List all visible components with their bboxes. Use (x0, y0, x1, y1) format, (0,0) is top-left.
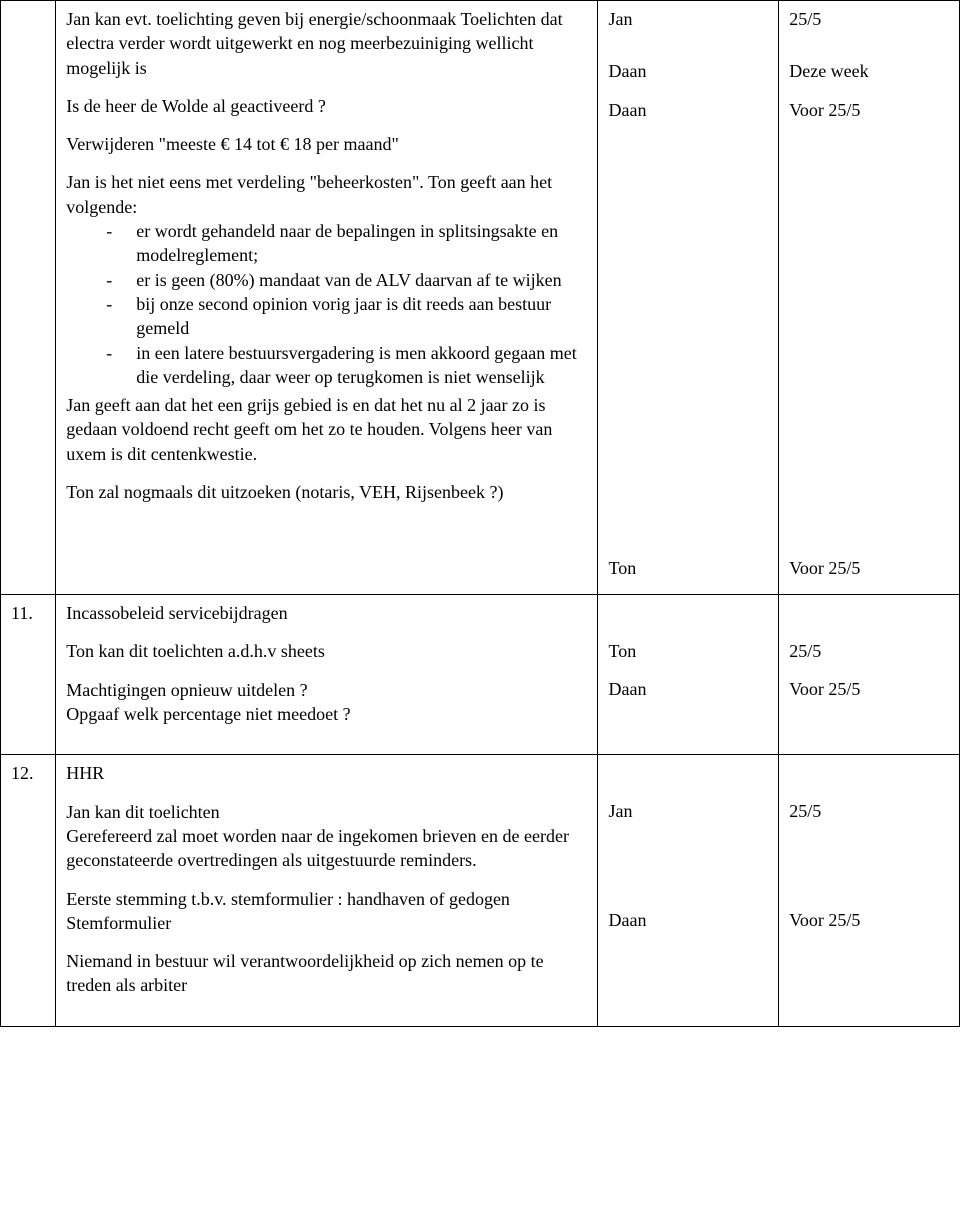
due-date: Voor 25/5 (789, 556, 949, 580)
paragraph: Jan kan dit toelichten (66, 800, 587, 824)
assignee: Ton (608, 556, 768, 580)
assignee: Ton (608, 639, 768, 663)
paragraph: Machtigingen opnieuw uitdelen ? (66, 678, 587, 702)
row-number (1, 1, 56, 595)
table-row: 12. HHR Jan kan dit toelichten Gereferee… (1, 755, 960, 1026)
row-who: Jan Daan (598, 755, 779, 1026)
paragraph: Is de heer de Wolde al geactiveerd ? (66, 94, 587, 118)
row-when: 25/5 Voor 25/5 (779, 755, 960, 1026)
assignee: Daan (608, 98, 768, 122)
paragraph: Jan geeft aan dat het een grijs gebied i… (66, 393, 587, 466)
due-date: Voor 25/5 (789, 677, 949, 701)
paragraph: Jan is het niet eens met verdeling "behe… (66, 170, 587, 219)
assignee: Daan (608, 908, 768, 932)
assignee: Jan (608, 7, 768, 31)
row-description: HHR Jan kan dit toelichten Gerefereerd z… (56, 755, 598, 1026)
bullet-list: er wordt gehandeld naar de bepalingen in… (66, 219, 587, 389)
list-item: bij onze second opinion vorig jaar is di… (106, 292, 587, 341)
due-date: 25/5 (789, 639, 949, 663)
assignee: Daan (608, 677, 768, 701)
section-title: Incassobeleid servicebijdragen (66, 601, 587, 625)
due-date: Voor 25/5 (789, 98, 949, 122)
minutes-table: Jan kan evt. toelichting geven bij energ… (0, 0, 960, 1027)
paragraph: Jan kan evt. toelichting geven bij energ… (66, 7, 587, 80)
paragraph: Eerste stemming t.b.v. stemformulier : h… (66, 887, 587, 911)
row-who: Jan Daan Daan Ton (598, 1, 779, 595)
due-date: 25/5 (789, 799, 949, 823)
assignee: Jan (608, 799, 768, 823)
row-when: 25/5 Voor 25/5 (779, 595, 960, 755)
paragraph: Ton kan dit toelichten a.d.h.v sheets (66, 639, 587, 663)
paragraph: Opgaaf welk percentage niet meedoet ? (66, 702, 587, 726)
section-title: HHR (66, 761, 587, 785)
list-item: in een latere bestuursvergadering is men… (106, 341, 587, 390)
paragraph: Stemformulier (66, 911, 587, 935)
row-number: 11. (1, 595, 56, 755)
row-number: 12. (1, 755, 56, 1026)
paragraph: Ton zal nogmaals dit uitzoeken (notaris,… (66, 480, 587, 504)
due-date: Voor 25/5 (789, 908, 949, 932)
paragraph: Verwijderen "meeste € 14 tot € 18 per ma… (66, 132, 587, 156)
row-when: 25/5 Deze week Voor 25/5 Voor 25/5 (779, 1, 960, 595)
paragraph: Gerefereerd zal moet worden naar de inge… (66, 824, 587, 873)
list-item: er is geen (80%) mandaat van de ALV daar… (106, 268, 587, 292)
row-who: Ton Daan (598, 595, 779, 755)
table-row: Jan kan evt. toelichting geven bij energ… (1, 1, 960, 595)
row-description: Incassobeleid servicebijdragen Ton kan d… (56, 595, 598, 755)
assignee: Daan (608, 59, 768, 83)
due-date: Deze week (789, 59, 949, 83)
due-date: 25/5 (789, 7, 949, 31)
table-row: 11. Incassobeleid servicebijdragen Ton k… (1, 595, 960, 755)
row-description: Jan kan evt. toelichting geven bij energ… (56, 1, 598, 595)
paragraph: Niemand in bestuur wil verantwoordelijkh… (66, 949, 587, 998)
list-item: er wordt gehandeld naar de bepalingen in… (106, 219, 587, 268)
